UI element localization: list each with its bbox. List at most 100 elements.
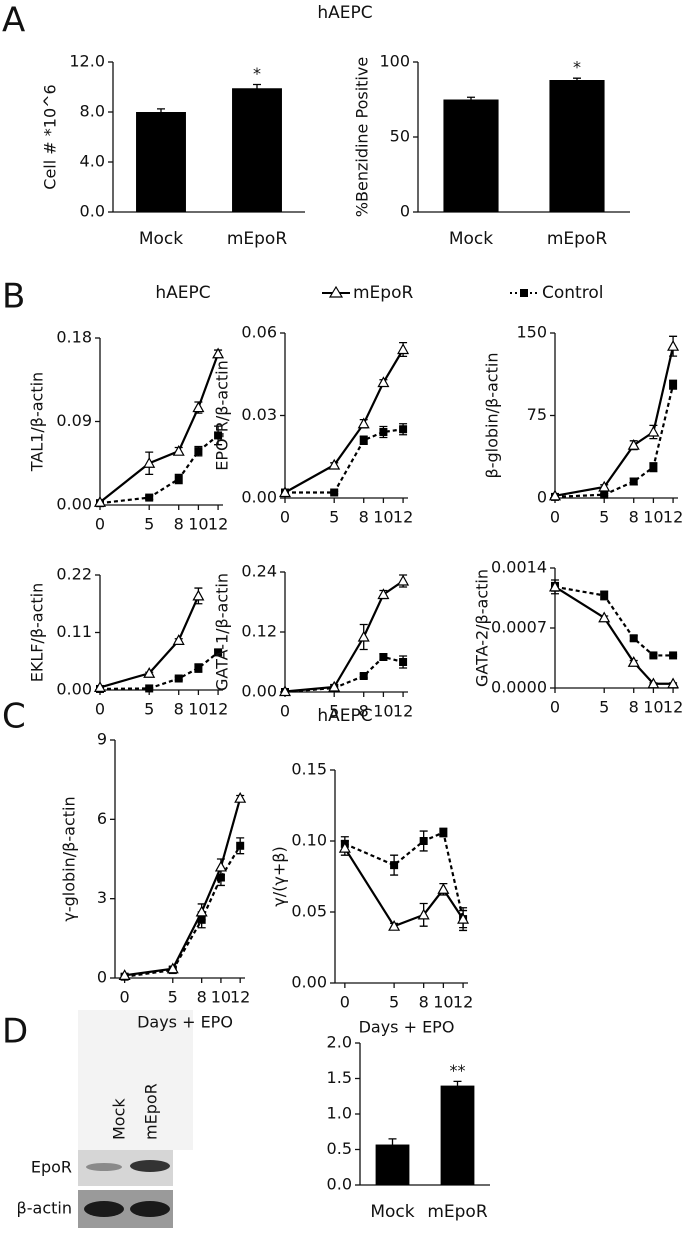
x-tick-label: 5 xyxy=(599,698,609,717)
series-line xyxy=(99,434,219,505)
y-tick-label: 9 xyxy=(97,730,107,749)
x-tick-label: 5 xyxy=(144,700,154,719)
y-tick-label: 6 xyxy=(97,809,107,828)
marker xyxy=(399,658,408,666)
chart: 0.00 0.12 0.24 GATA-1/β-actin 0 5 8 10 12 xyxy=(213,562,414,721)
x-tick-label: 8 xyxy=(629,698,639,717)
marker xyxy=(214,431,223,440)
y-tick-label: 150 xyxy=(516,323,547,342)
marker xyxy=(278,486,292,498)
legend-marker xyxy=(328,285,344,298)
x-tick-label: 10 xyxy=(373,702,393,721)
marker xyxy=(598,480,611,492)
x-tick-label: 8 xyxy=(359,508,369,527)
panel-title: hAEPC xyxy=(155,283,210,303)
marker xyxy=(143,457,156,468)
lane-label: mEpoR xyxy=(142,1083,161,1140)
legend-label: Control xyxy=(542,283,603,303)
x-tick-label: 0 xyxy=(550,508,560,527)
chart: 0.00 0.03 0.06 EPO-R/β-actin 0 5 8 10 12 xyxy=(213,323,414,527)
marker xyxy=(649,463,658,472)
x-tick-label: mEpoR xyxy=(227,229,287,249)
marker xyxy=(390,861,399,870)
x-tick-label: 8 xyxy=(174,700,184,719)
y-axis-label: γ-globin/β-actin xyxy=(60,796,79,921)
chart: 0 50 100 %Benzidine Positive Mock mEpoR * xyxy=(353,52,630,249)
marker xyxy=(166,962,179,974)
marker xyxy=(328,458,341,470)
marker xyxy=(419,837,428,845)
x-tick-label: 12 xyxy=(393,508,413,527)
y-axis-label: β-globin/β-actin xyxy=(483,353,502,479)
y-tick-label: 0.0007 xyxy=(491,618,547,637)
marker xyxy=(548,489,562,501)
marker xyxy=(627,438,640,450)
y-axis-label: GATA-2/β-actin xyxy=(473,569,492,687)
row-label: EpoR xyxy=(31,1158,72,1177)
series-line xyxy=(554,384,675,498)
marker xyxy=(457,912,470,924)
marker xyxy=(397,343,410,355)
marker xyxy=(214,860,227,872)
y-axis-label: TAL1/β-actin xyxy=(28,372,47,472)
y-tick-label: 0 xyxy=(537,488,547,507)
y-tick-label: 1.5 xyxy=(327,1068,352,1087)
annotation: ** xyxy=(450,1061,466,1080)
y-tick-label: 0.00 xyxy=(56,680,92,699)
y-tick-label: 0.0000 xyxy=(491,678,547,697)
legend-label: mEpoR xyxy=(353,283,413,303)
y-tick-label: 0.09 xyxy=(56,411,92,430)
x-tick-label: 8 xyxy=(359,702,369,721)
x-tick-label: 10 xyxy=(643,698,663,717)
marker xyxy=(192,401,205,413)
chart: 0.00 0.09 0.18 TAL1/β-actin 0 5 8 10 12 xyxy=(28,328,229,534)
panel-label: B xyxy=(2,277,25,317)
x-axis-label: Days + EPO xyxy=(137,1013,233,1032)
annotation: * xyxy=(573,58,581,77)
y-axis-label: EKLF/β-actin xyxy=(28,583,47,683)
x-tick-label: 8 xyxy=(174,515,184,534)
row-label: β-actin xyxy=(17,1199,72,1218)
blot-label-area xyxy=(78,1010,193,1150)
y-axis-label: GATA-1/β-actin xyxy=(213,573,232,691)
x-tick-label: 10 xyxy=(433,993,453,1012)
y-tick-label: 0.00 xyxy=(241,682,277,701)
marker xyxy=(647,677,660,689)
x-tick-label: 0 xyxy=(95,700,105,719)
marker xyxy=(647,425,660,437)
marker xyxy=(669,651,678,660)
series-line xyxy=(284,655,404,694)
marker xyxy=(439,828,448,837)
y-axis-label: %Benzidine Positive xyxy=(353,57,372,217)
x-tick-label: 5 xyxy=(329,702,339,721)
x-tick-label: 10 xyxy=(373,508,393,527)
series-line xyxy=(124,797,242,977)
chart: 0.00 0.05 0.10 0.15 γ/(γ+β) 0 5 8 10 12 Days + EPO xyxy=(270,760,474,1037)
marker xyxy=(145,493,154,502)
x-tick-label: 10 xyxy=(188,700,208,719)
marker xyxy=(377,376,390,388)
x-axis-label: Days + EPO xyxy=(359,1018,455,1037)
marker xyxy=(174,674,183,683)
marker xyxy=(359,672,368,680)
x-tick-label: 0 xyxy=(95,515,105,534)
marker xyxy=(357,630,370,642)
bar xyxy=(136,112,186,212)
marker xyxy=(194,664,203,673)
y-tick-label: 4.0 xyxy=(80,152,105,171)
x-tick-label: 5 xyxy=(144,515,154,534)
marker xyxy=(192,589,205,601)
x-tick-label: 10 xyxy=(188,515,208,534)
y-tick-label: 0.0 xyxy=(80,202,105,221)
blot-band xyxy=(84,1201,124,1217)
marker xyxy=(388,919,401,931)
y-tick-label: 0.00 xyxy=(56,495,92,514)
x-tick-label: 12 xyxy=(453,993,473,1012)
marker xyxy=(330,488,339,497)
x-tick-label: mEpoR xyxy=(427,1202,487,1222)
series-line xyxy=(99,353,220,504)
x-tick-label: 5 xyxy=(389,993,399,1012)
marker xyxy=(600,490,609,499)
marker xyxy=(93,681,107,692)
